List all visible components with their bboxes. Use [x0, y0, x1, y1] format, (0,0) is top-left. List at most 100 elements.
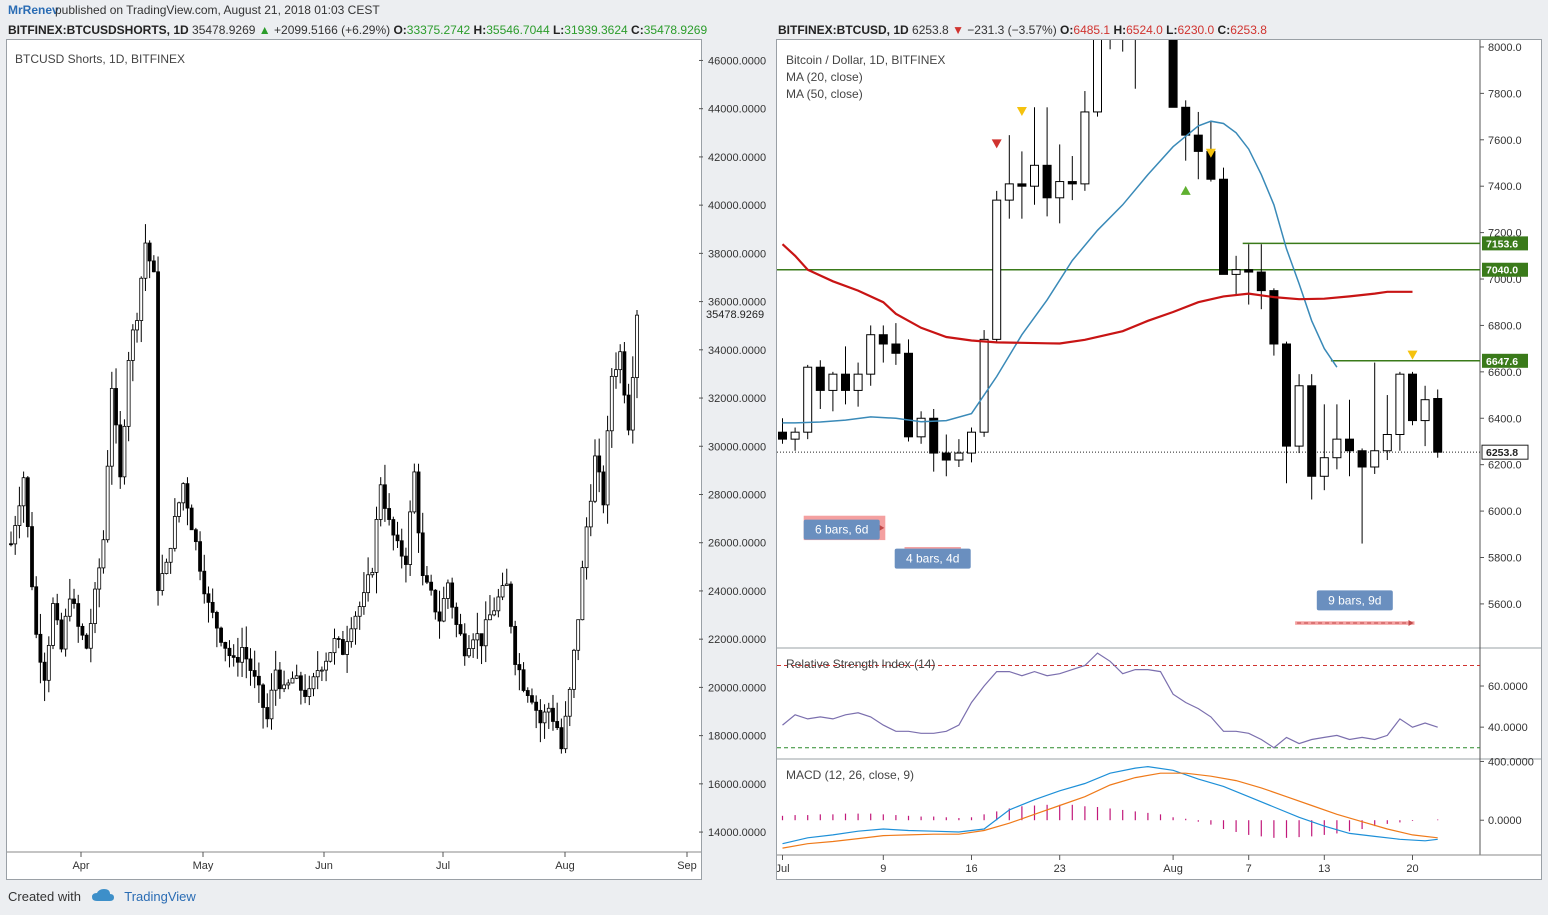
left-candle-body	[513, 625, 518, 665]
left-chart-svg[interactable]	[7, 40, 701, 879]
publisher-username[interactable]: MrRenev	[8, 3, 59, 17]
btc-candle-body	[1294, 385, 1304, 447]
btc-candle-body	[916, 417, 926, 438]
right-chart-title: Bitcoin / Dollar, 1D, BITFINEX	[786, 53, 946, 67]
left-symbol[interactable]: BITFINEX:BTCUSDSHORTS, 1D	[8, 23, 189, 37]
left-candle-body	[446, 582, 450, 599]
left-candle-body	[273, 669, 278, 691]
left-candle-body	[580, 567, 585, 621]
left-candle-body	[198, 541, 202, 572]
left-candle-body	[30, 526, 34, 588]
left-high-label: H:	[473, 23, 487, 37]
left-ytick-label: 14000.0000	[708, 827, 766, 839]
left-candle-body	[450, 582, 455, 608]
left-candle-body	[626, 394, 631, 431]
left-ytick-label: 18000.0000	[708, 731, 766, 743]
right-close-label: C:	[1217, 23, 1231, 37]
left-candle-body	[311, 676, 316, 690]
right-open: 6485.1	[1073, 23, 1111, 37]
left-candle-body	[147, 242, 152, 262]
left-candle-body	[51, 603, 55, 646]
left-candle-body	[387, 508, 392, 520]
btc-candle-body	[1219, 178, 1228, 275]
left-candle-body	[307, 688, 312, 697]
signal-down-triangle-icon	[1205, 148, 1216, 158]
left-candle-body	[76, 603, 81, 627]
left-candle-body	[572, 649, 576, 690]
right-legend: Bitcoin / Dollar, 1D, BITFINEX MA (20, c…	[786, 52, 945, 103]
btc-candle-body	[891, 343, 901, 354]
current-price-tag	[1481, 444, 1529, 460]
left-candle-body	[139, 277, 144, 321]
left-candle-body	[551, 707, 555, 722]
published-info: published on TradingView.com, August 21,…	[55, 3, 380, 17]
ma50-legend: MA (50, close)	[786, 87, 863, 101]
right-symbol[interactable]: BITFINEX:BTCUSD, 1D	[778, 23, 909, 37]
down-arrow-icon: ▼	[952, 23, 964, 37]
left-candle-body	[181, 483, 186, 504]
left-candle-body	[341, 639, 345, 655]
left-candle-body	[454, 606, 459, 625]
left-ytick-label: 26000.0000	[708, 538, 766, 550]
left-candle-body	[168, 547, 173, 563]
left-candle-body	[538, 709, 543, 724]
left-candle-body	[303, 689, 307, 697]
right-ytick-label: 6400.0	[1488, 413, 1522, 425]
left-candle-body	[349, 628, 354, 643]
right-xtick-label: Jul	[777, 863, 790, 875]
btc-candle-body	[1017, 183, 1027, 187]
btc-candle-body	[1345, 438, 1354, 452]
date-range-label-bg	[894, 548, 971, 569]
right-price: 6253.8	[912, 23, 949, 37]
left-candle-body	[576, 619, 581, 651]
left-candle-body	[399, 540, 404, 557]
right-ytick-label: 5600.0	[1488, 599, 1522, 611]
created-with-text: Created with	[8, 889, 81, 904]
right-ytick-label: 6000.0	[1488, 506, 1522, 518]
left-ytick-label: 16000.0000	[708, 779, 766, 791]
left-candle-body	[345, 641, 350, 655]
left-candle-body	[122, 425, 127, 478]
right-ytick-label: 7800.0	[1488, 88, 1522, 100]
left-candle-body	[521, 669, 526, 691]
macd-ytick-label: 0.0000	[1488, 815, 1522, 827]
left-candle-body	[286, 682, 291, 686]
left-candle-body	[240, 647, 244, 663]
left-candle-body	[471, 639, 476, 649]
right-chart-panel[interactable]: 8000.0 7800.0 7600.0 7400.0 7200.0 7000.0 6800…	[776, 39, 1542, 880]
macd-title: MACD (12, 26, close, 9)	[786, 768, 915, 782]
left-candle-body	[555, 721, 560, 729]
left-candle-body	[269, 689, 274, 720]
left-candle-body	[277, 669, 282, 690]
left-candle-body	[248, 658, 253, 671]
left-candle-body	[265, 707, 270, 720]
left-candle-body	[256, 675, 261, 686]
left-candle-body	[336, 638, 341, 640]
tradingview-cloud-icon	[91, 888, 115, 907]
left-candle-body	[223, 641, 228, 649]
left-candle-body	[492, 610, 497, 616]
left-candle-body	[563, 715, 568, 750]
btc-candle-body	[1408, 373, 1417, 422]
tradingview-link[interactable]: TradingView	[124, 889, 196, 904]
left-candle-body	[172, 516, 177, 549]
left-close-label: C:	[631, 23, 644, 37]
left-candle-body	[425, 575, 429, 583]
left-low: 31939.3624	[564, 23, 628, 37]
left-candle-body	[593, 455, 597, 502]
left-candle-body	[114, 388, 118, 426]
left-candle-body	[378, 484, 383, 520]
left-ytick-label: 40000.0000	[708, 200, 766, 212]
right-open-label: O:	[1060, 23, 1074, 37]
left-candle-body	[319, 669, 324, 672]
btc-candle-body	[929, 417, 939, 454]
right-chart-svg[interactable]: 8000.07800.07600.07400.07200.07000.06800…	[777, 40, 1541, 879]
btc-candle-body	[1395, 373, 1405, 436]
right-xtick-label: Aug	[1163, 863, 1183, 875]
left-candle-body	[420, 532, 425, 576]
btc-candle-body	[1244, 269, 1254, 273]
right-ytick-label: 6600.0	[1488, 367, 1522, 379]
left-chart-panel[interactable]	[6, 39, 702, 880]
btc-candle-body	[1332, 438, 1342, 459]
left-candle-body	[462, 633, 467, 657]
